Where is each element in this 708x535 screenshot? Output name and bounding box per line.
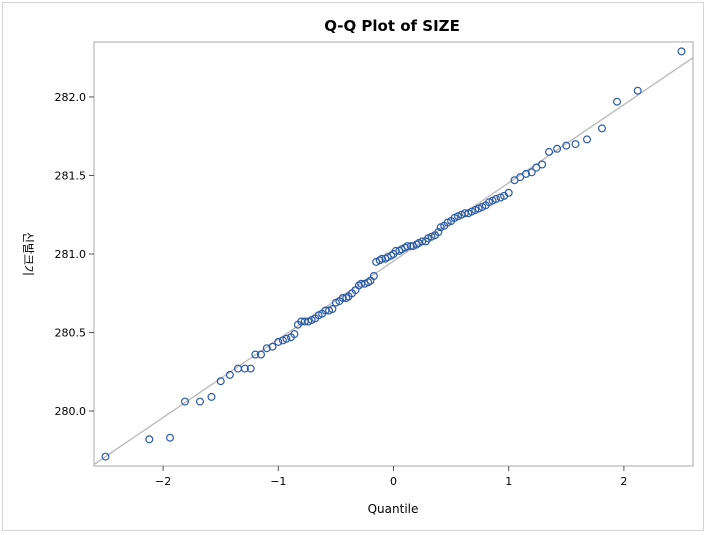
- data-point: [274, 337, 283, 346]
- data-point: [290, 330, 299, 339]
- data-point: [342, 294, 351, 303]
- y-tick-label: 280.0: [55, 405, 87, 418]
- reference-line-group: [93, 57, 694, 465]
- y-tick-label: 281.0: [55, 248, 87, 261]
- data-point: [597, 124, 606, 133]
- data-point: [387, 251, 396, 260]
- x-tick-label: 2: [620, 475, 627, 488]
- data-point: [282, 334, 291, 343]
- data-point: [562, 141, 571, 150]
- x-tick-label: 0: [390, 475, 397, 488]
- data-point: [391, 246, 400, 255]
- data-point: [257, 350, 266, 359]
- data-point: [338, 294, 347, 303]
- data-point: [262, 344, 271, 353]
- data-point: [553, 144, 562, 153]
- y-tick-label: 282.0: [55, 91, 87, 104]
- data-point: [527, 168, 536, 177]
- x-tick-label: −1: [270, 475, 286, 488]
- data-point: [145, 435, 154, 444]
- data-point: [240, 364, 249, 373]
- x-axis: −2 −1 0 1 2: [155, 466, 627, 488]
- data-point: [434, 228, 443, 237]
- y-axis: 280.0 280.5 281.0 281.5 282.0: [55, 91, 94, 418]
- data-point: [328, 305, 337, 314]
- data-point: [181, 397, 190, 406]
- data-point: [516, 173, 525, 182]
- data-point: [364, 278, 373, 287]
- x-tick-label: −2: [155, 475, 171, 488]
- y-tick-label: 280.5: [55, 327, 87, 340]
- data-point: [538, 160, 547, 169]
- data-point: [268, 342, 277, 351]
- data-point: [571, 140, 580, 149]
- data-point: [582, 135, 591, 144]
- data-point: [251, 350, 260, 359]
- y-axis-label: 신발크기: [21, 232, 35, 276]
- x-axis-label: Quantile: [368, 502, 419, 516]
- y-tick-label: 281.5: [55, 169, 87, 182]
- data-point: [401, 243, 410, 252]
- data-point: [246, 364, 255, 373]
- data-point: [166, 433, 175, 442]
- data-point: [196, 397, 205, 406]
- data-point: [369, 272, 378, 281]
- data-point: [207, 392, 216, 401]
- data-point: [633, 86, 642, 95]
- x-tick-label: 1: [505, 475, 512, 488]
- data-point: [492, 195, 501, 204]
- data-point: [354, 281, 363, 290]
- data-point: [101, 452, 110, 461]
- chart-title: Q-Q Plot of SIZE: [324, 17, 460, 35]
- data-point: [544, 147, 553, 156]
- data-points: [101, 47, 686, 461]
- data-point: [378, 254, 387, 263]
- data-point: [412, 240, 421, 249]
- data-point: [612, 97, 621, 106]
- data-point: [403, 242, 412, 251]
- data-point: [406, 242, 415, 251]
- data-point: [504, 188, 513, 197]
- data-point: [677, 47, 686, 56]
- data-point: [225, 370, 234, 379]
- data-point: [521, 169, 530, 178]
- data-point: [216, 377, 225, 386]
- data-point: [375, 256, 384, 265]
- reference-line: [93, 57, 694, 465]
